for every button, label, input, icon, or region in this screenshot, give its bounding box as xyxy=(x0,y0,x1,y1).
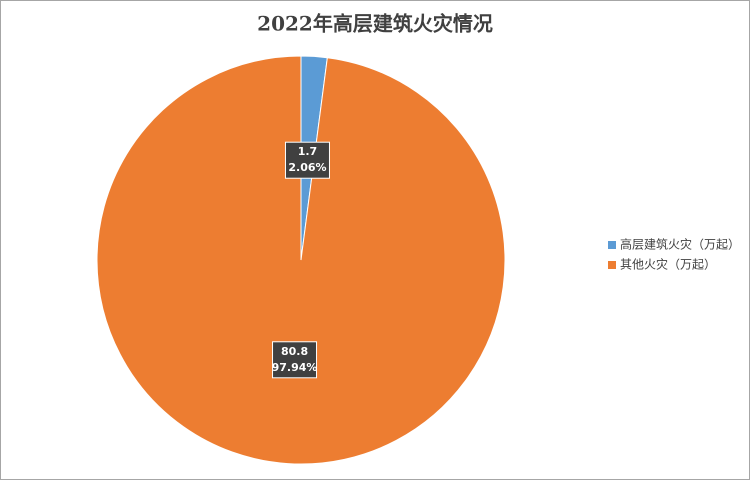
data-label-percent: 97.94% xyxy=(272,361,318,374)
legend-label: 高层建筑火灾（万起） xyxy=(620,237,740,252)
pie-slice xyxy=(96,55,506,465)
chart-title: 2022年高层建筑火灾情况 xyxy=(257,12,493,36)
data-label-value: 1.7 xyxy=(298,145,318,158)
data-label-box xyxy=(272,341,318,379)
data-label: 80.8 97.94% xyxy=(272,341,318,379)
legend-swatch xyxy=(608,261,616,269)
data-label-box xyxy=(284,141,330,179)
data-label-value: 80.8 xyxy=(281,345,308,358)
data-label-percent: 2.06% xyxy=(288,161,326,174)
data-label: 1.7 2.06% xyxy=(284,141,330,179)
legend-swatch xyxy=(608,241,616,249)
legend-label: 其他火灾（万起） xyxy=(620,257,716,272)
